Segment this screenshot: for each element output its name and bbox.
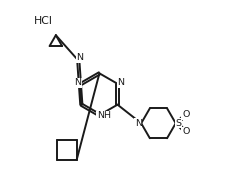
Text: N: N — [135, 119, 142, 128]
Text: O: O — [182, 110, 189, 119]
Text: S: S — [176, 119, 182, 128]
Text: N: N — [77, 53, 83, 62]
Text: N: N — [117, 78, 124, 87]
Text: HCl: HCl — [34, 16, 53, 26]
Text: NH: NH — [97, 111, 111, 120]
Text: N: N — [75, 78, 82, 87]
Text: O: O — [182, 127, 189, 136]
